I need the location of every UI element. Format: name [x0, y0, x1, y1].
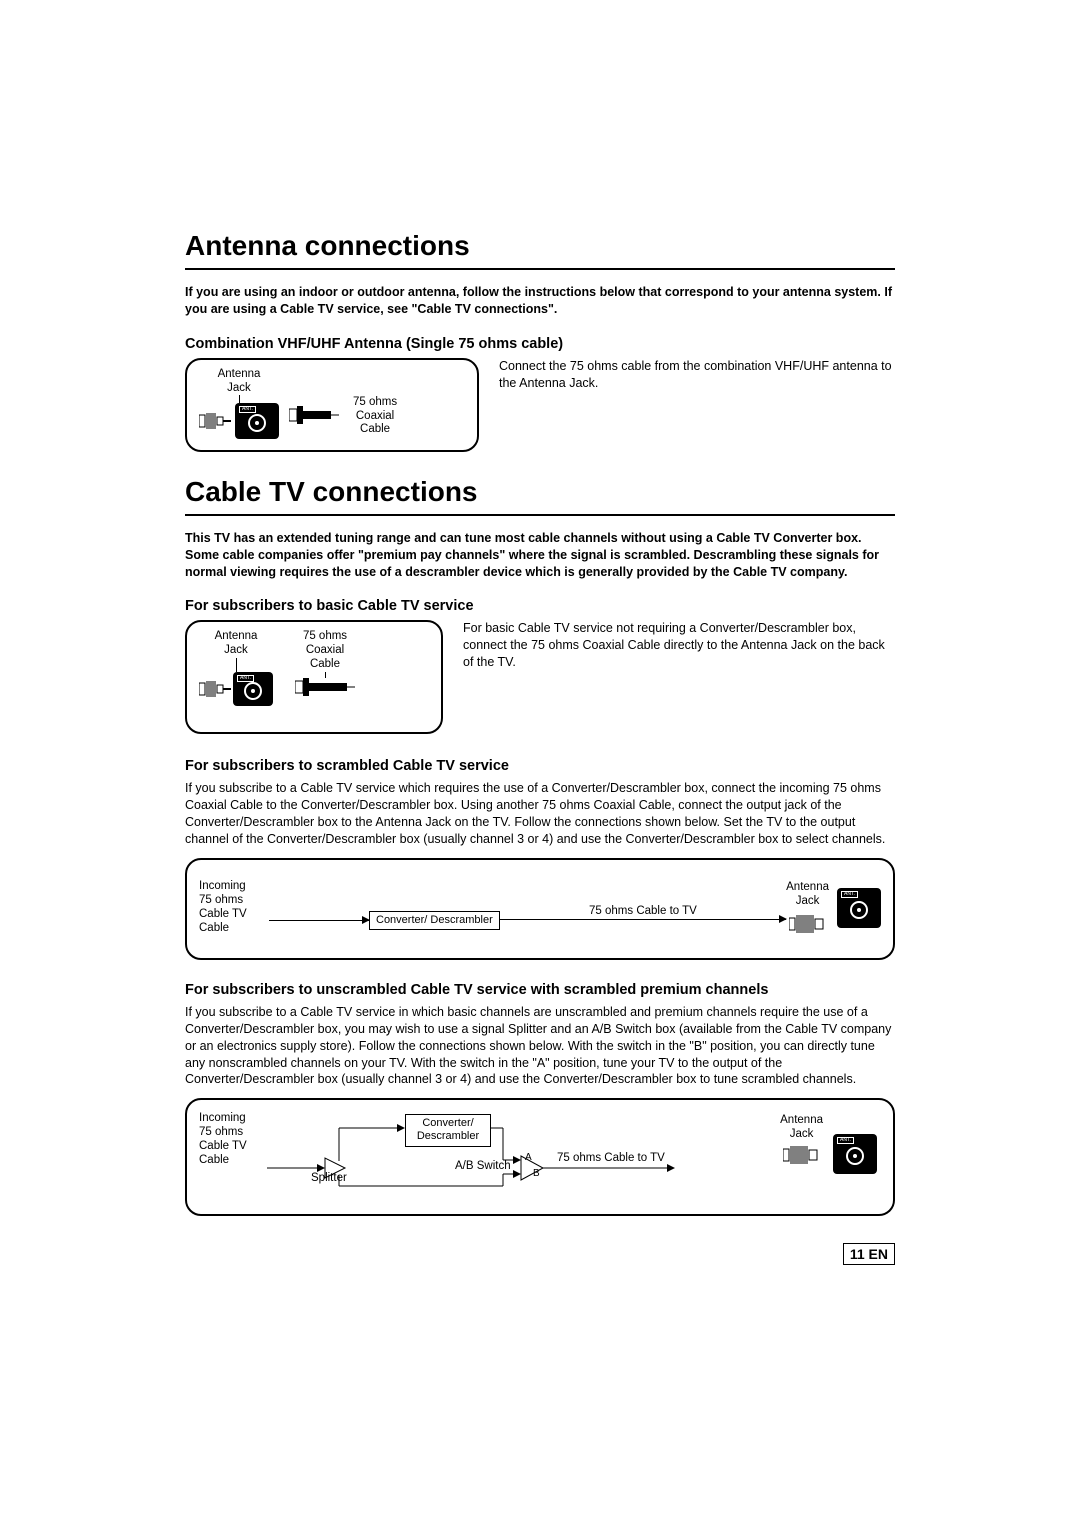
basic-text: For basic Cable TV service not requiring… — [463, 620, 895, 734]
diagram-basic: Antenna Jack ANT. 75 ohms Coaxial Cable — [185, 620, 443, 734]
scrambled-text: If you subscribe to a Cable TV service w… — [185, 780, 895, 848]
sub1-row: Antenna Jack ANT. 75 ohms Coaxial Cable — [185, 358, 895, 452]
f-connector-icon — [199, 680, 231, 698]
sub1-text: Connect the 75 ohms cable from the combi… — [499, 358, 895, 452]
diagram-scrambled: Incoming 75 ohms Cable TV Cable Converte… — [185, 858, 895, 960]
page-number: 11 EN — [185, 1246, 895, 1262]
unscrambled-text: If you subscribe to a Cable TV service i… — [185, 1004, 895, 1088]
f-connector-icon — [783, 1144, 821, 1166]
manual-page: Antenna connections If you are using an … — [0, 0, 1080, 1342]
incoming-label: Incoming 75 ohms Cable TV Cable — [199, 1112, 247, 1167]
rule — [185, 268, 895, 270]
converter-box: Converter/ Descrambler — [405, 1114, 491, 1146]
antenna-port-icon: ANT. — [235, 403, 279, 439]
f-connector-icon — [789, 913, 827, 935]
antenna-port-icon: ANT. — [833, 1134, 877, 1174]
section1-intro: If you are using an indoor or outdoor an… — [185, 284, 895, 318]
antenna-jack-label: Antenna Jack — [780, 1114, 823, 1142]
antenna-port-icon: ANT. — [233, 672, 273, 706]
diagram-combination: Antenna Jack ANT. 75 ohms Coaxial Cable — [185, 358, 479, 452]
arrow — [500, 919, 786, 920]
diagram-unscrambled: Incoming 75 ohms Cable TV Cable — [185, 1098, 895, 1216]
b-label: B — [533, 1168, 540, 1180]
a-label: A — [525, 1152, 532, 1164]
coax-label: 75 ohms Coaxial Cable — [303, 630, 347, 671]
basic-title: For subscribers to basic Cable TV servic… — [185, 598, 895, 614]
scrambled-title: For subscribers to scrambled Cable TV se… — [185, 758, 895, 774]
flow-svg — [267, 1108, 827, 1204]
unscrambled-title: For subscribers to unscrambled Cable TV … — [185, 982, 895, 998]
rule — [185, 514, 895, 516]
incoming-label: Incoming 75 ohms Cable TV Cable — [199, 880, 269, 935]
to-tv-label: 75 ohms Cable to TV — [589, 905, 697, 919]
section2-intro: This TV has an extended tuning range and… — [185, 530, 895, 581]
section2-title: Cable TV connections — [185, 476, 895, 508]
cable-plug-icon — [295, 678, 355, 696]
cable-plug-icon — [289, 406, 339, 424]
to-tv-label: 75 ohms Cable to TV — [557, 1152, 665, 1166]
converter-box: Converter/ Descrambler — [369, 911, 500, 930]
f-connector-icon — [199, 412, 231, 430]
basic-row: Antenna Jack ANT. 75 ohms Coaxial Cable — [185, 620, 895, 734]
abswitch-label: A/B Switch — [455, 1160, 511, 1174]
antenna-jack-label: Antenna Jack — [215, 630, 258, 658]
arrow — [269, 920, 369, 921]
section1-title: Antenna connections — [185, 230, 895, 262]
antenna-port-icon: ANT. — [837, 888, 881, 928]
antenna-jack-label: Antenna Jack — [786, 881, 829, 909]
coax-label: 75 ohms Coaxial Cable — [353, 396, 397, 437]
sub1-title: Combination VHF/UHF Antenna (Single 75 o… — [185, 336, 895, 352]
antenna-jack-label: Antenna Jack — [218, 368, 261, 396]
splitter-label: Splitter — [311, 1172, 347, 1186]
